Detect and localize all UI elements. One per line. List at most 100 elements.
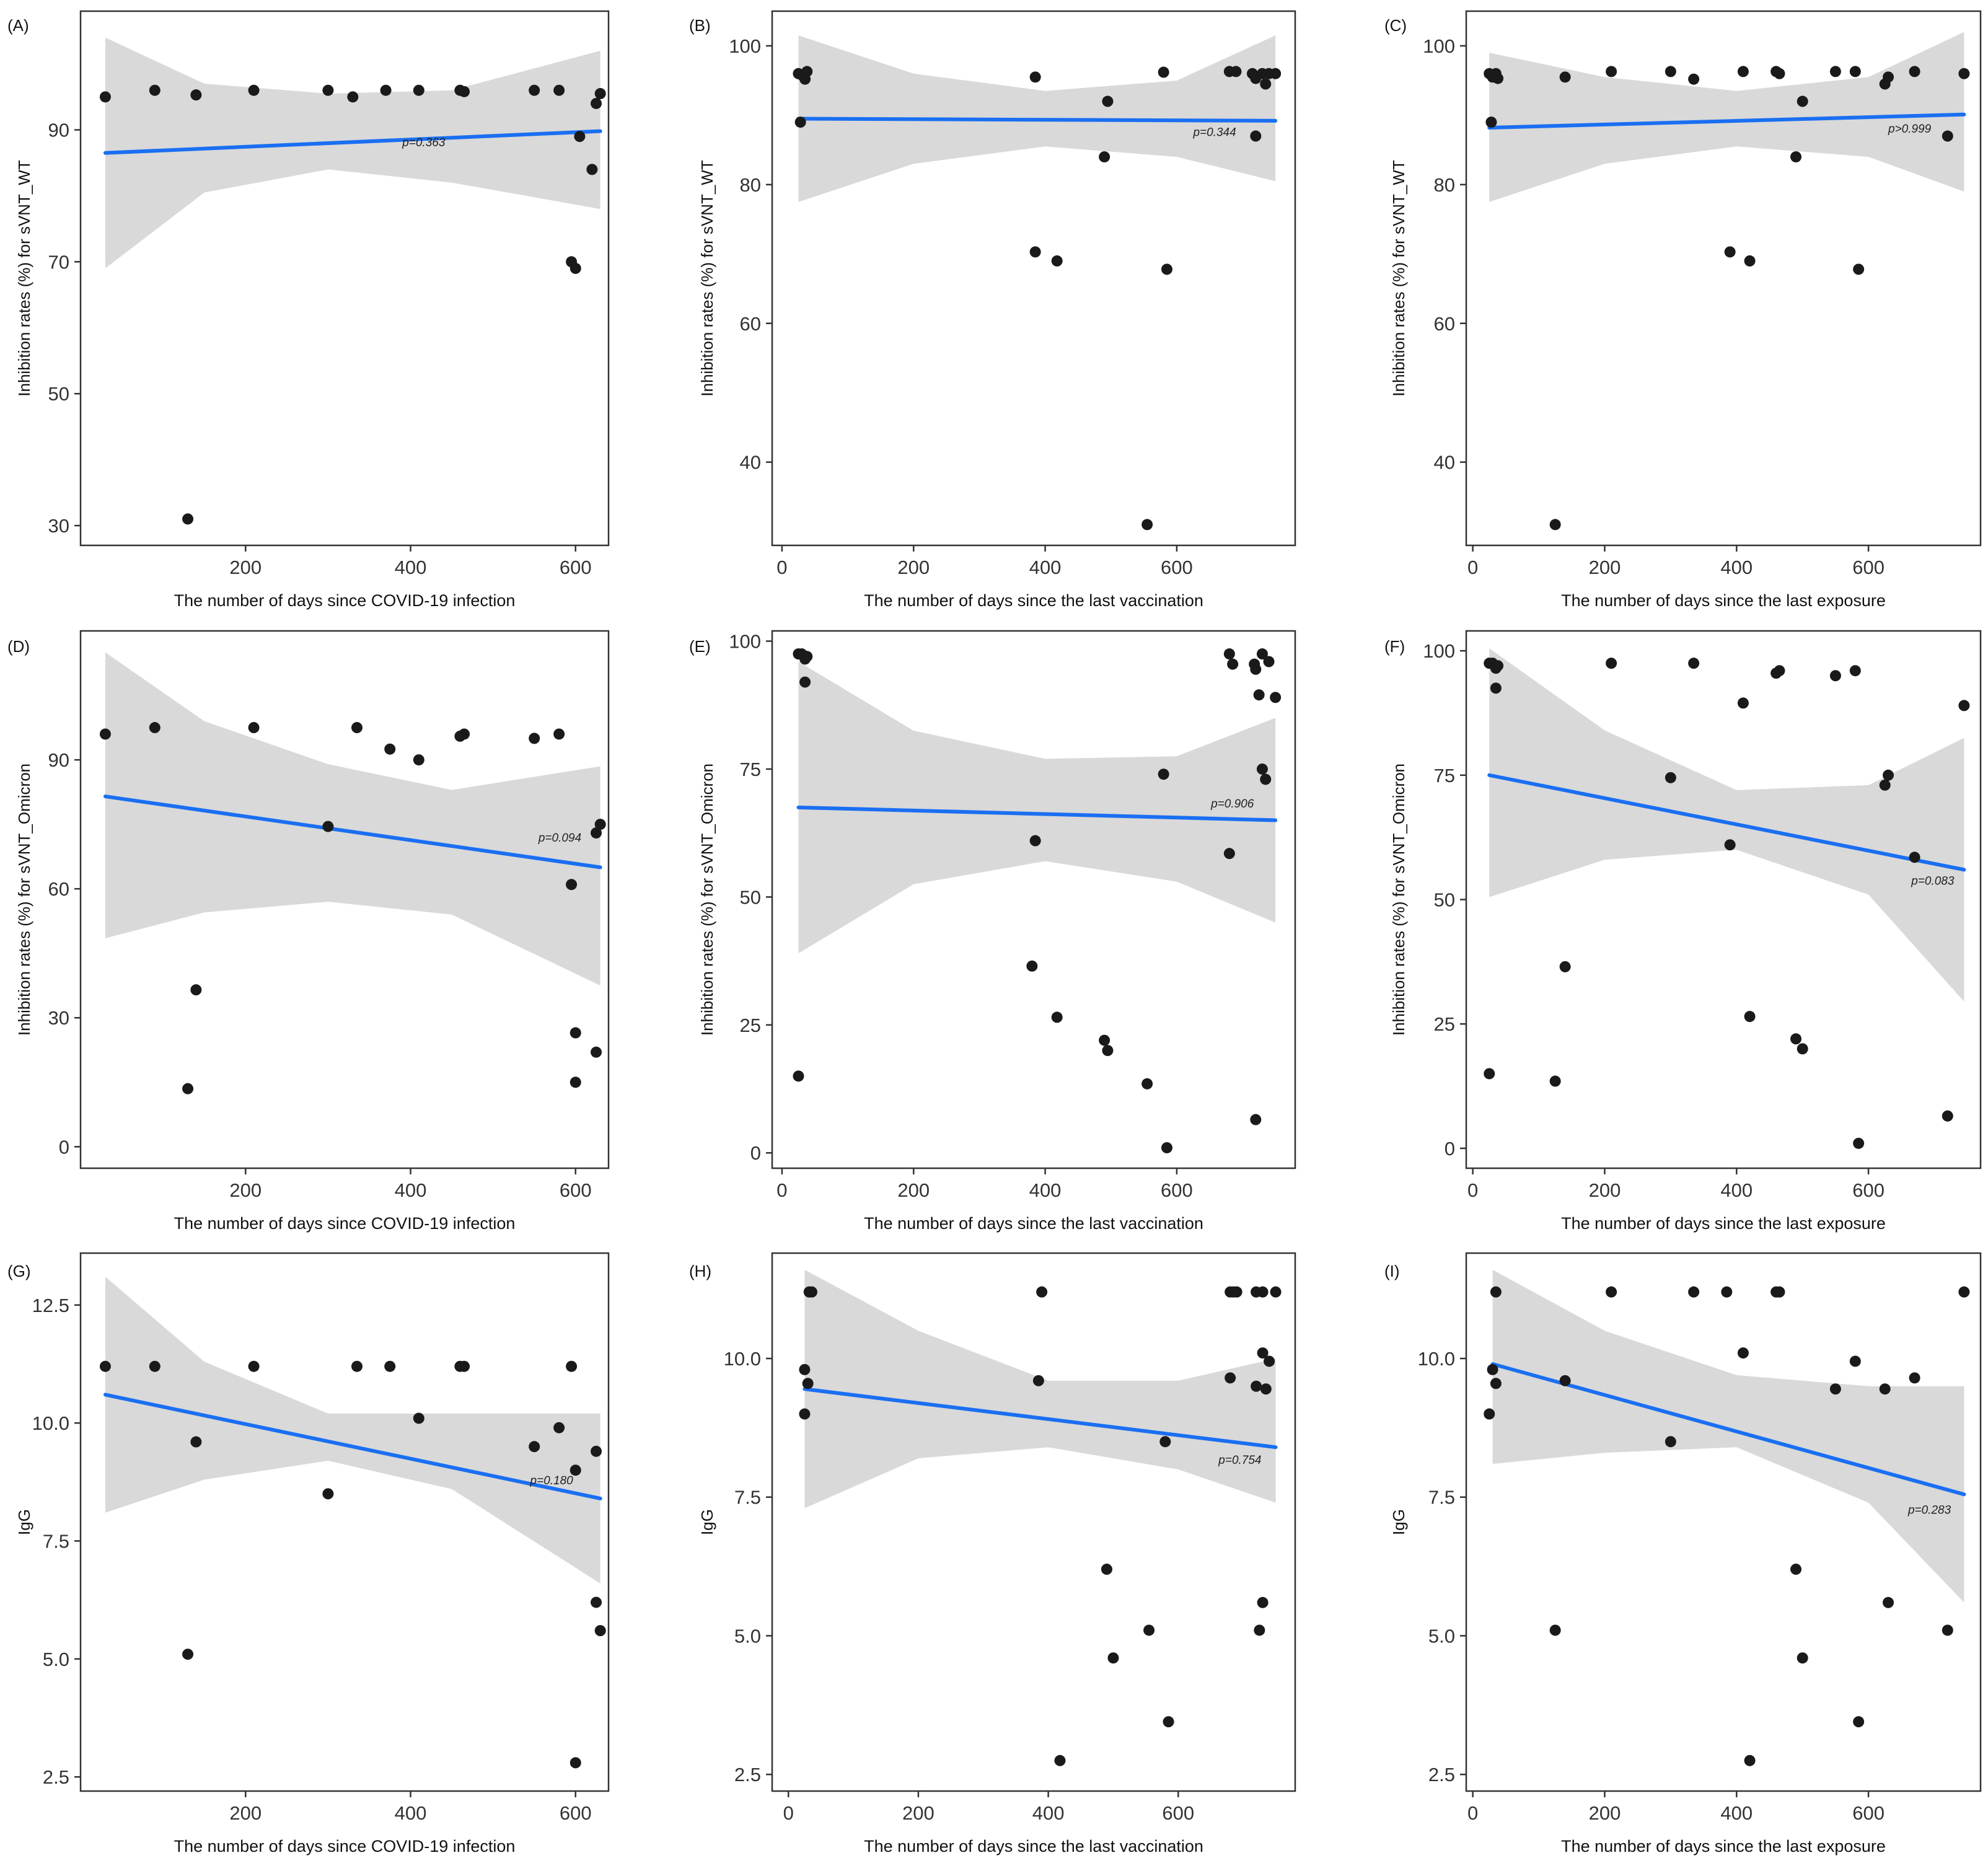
data-point [1159, 1436, 1171, 1448]
y-tick-label: 100 [729, 631, 761, 653]
data-point [1490, 682, 1502, 694]
x-tick-label: 600 [560, 557, 592, 578]
data-point [1492, 660, 1504, 672]
data-point [591, 1445, 602, 1457]
data-point [1797, 95, 1808, 107]
plot-frame [79, 10, 610, 547]
data-point [347, 91, 359, 103]
confidence-band [1489, 648, 1964, 1002]
y-tick-label: 0 [59, 1136, 69, 1158]
x-tick-label: 0 [1467, 1179, 1478, 1201]
x-tick-label: 400 [1032, 1802, 1065, 1824]
data-point [1260, 78, 1272, 90]
data-point [1263, 656, 1275, 667]
data-point [1231, 1286, 1242, 1298]
data-point [594, 819, 606, 830]
data-point [413, 1412, 424, 1424]
data-point [1829, 66, 1841, 77]
p-value-label: p=0.094 [538, 832, 581, 845]
x-axis-label: The number of days since COVID-19 infect… [174, 591, 516, 610]
y-axis-label: IgG [15, 1509, 33, 1535]
y-tick-label: 0 [1445, 1138, 1455, 1160]
p-value-label: p=0.083 [1911, 874, 1955, 887]
data-point [1102, 95, 1114, 107]
data-point [1102, 1045, 1114, 1057]
data-point [793, 1070, 804, 1082]
plot-frame [79, 1252, 610, 1792]
x-tick-label: 600 [560, 1179, 592, 1201]
panel-label: (H) [689, 1262, 711, 1280]
regression-line [796, 117, 1278, 123]
plot-frame [771, 630, 1296, 1169]
data-point [1032, 1375, 1044, 1386]
data-point [1549, 1075, 1561, 1087]
x-tick-label: 200 [229, 1179, 262, 1201]
data-point [586, 164, 598, 175]
data-point [801, 651, 813, 663]
data-point [1774, 68, 1785, 79]
confidence-band [105, 37, 600, 269]
y-tick-label: 90 [48, 749, 69, 771]
data-point [1883, 1596, 1894, 1608]
y-axis-label: IgG [1389, 1509, 1408, 1535]
data-point [1029, 71, 1041, 83]
x-axis-label: The number of days since the last exposu… [1561, 1214, 1886, 1233]
panel-label: (F) [1384, 637, 1405, 656]
x-tick-label: 0 [1467, 557, 1478, 578]
data-point [1849, 665, 1861, 677]
data-point [1257, 1596, 1269, 1608]
x-tick-label: 400 [1720, 557, 1753, 578]
x-tick-label: 0 [783, 1802, 794, 1824]
data-point [1549, 519, 1561, 531]
data-point [1883, 769, 1894, 781]
plot-frame [1465, 1252, 1982, 1792]
data-point [1163, 1716, 1174, 1728]
data-point [182, 513, 194, 525]
data-point [566, 1360, 578, 1372]
data-point [1958, 1286, 1970, 1298]
data-point [1227, 658, 1239, 670]
data-point [794, 117, 806, 128]
regression-line [1490, 1362, 1966, 1497]
data-point [1958, 68, 1970, 79]
data-point [1744, 1011, 1756, 1023]
data-point [594, 1625, 606, 1637]
data-point [459, 86, 470, 97]
data-point [1688, 1286, 1700, 1298]
y-tick-label: 75 [1434, 765, 1455, 786]
data-point [1744, 255, 1756, 267]
data-point [1230, 66, 1242, 77]
data-point [1829, 670, 1841, 682]
panel-label: (I) [1384, 1262, 1400, 1280]
data-point [459, 1360, 470, 1372]
data-point [801, 66, 813, 77]
y-tick-label: 80 [740, 174, 761, 196]
x-tick-label: 600 [1161, 557, 1193, 578]
data-point [802, 1378, 814, 1389]
x-axis-label: The number of days since the last vaccin… [864, 591, 1203, 610]
y-axis-label: IgG [698, 1509, 716, 1535]
data-point [591, 827, 602, 839]
panel-label: (C) [1384, 16, 1407, 35]
data-point [591, 97, 602, 109]
y-tick-label: 25 [740, 1015, 761, 1036]
y-axis-label: Inhibition rates (%) for sVNT_Omicron [698, 764, 716, 1036]
data-point [1099, 151, 1111, 163]
data-point [1029, 835, 1041, 847]
y-tick-label: 30 [48, 1007, 69, 1029]
panel-label: (G) [7, 1262, 31, 1280]
data-point [1484, 1408, 1495, 1420]
y-tick-label: 0 [750, 1142, 761, 1164]
plot-frame [1465, 10, 1982, 547]
data-point [1101, 1564, 1112, 1575]
data-point [1879, 1383, 1891, 1395]
data-point [1737, 697, 1749, 709]
y-axis-label: Inhibition rates (%) for sVNT_WT [15, 160, 33, 397]
data-point [1051, 1011, 1063, 1023]
data-point [1054, 1755, 1066, 1766]
confidence-band [1492, 1269, 1964, 1603]
data-point [1026, 960, 1038, 972]
y-tick-label: 100 [729, 35, 761, 57]
data-point [1223, 848, 1235, 860]
